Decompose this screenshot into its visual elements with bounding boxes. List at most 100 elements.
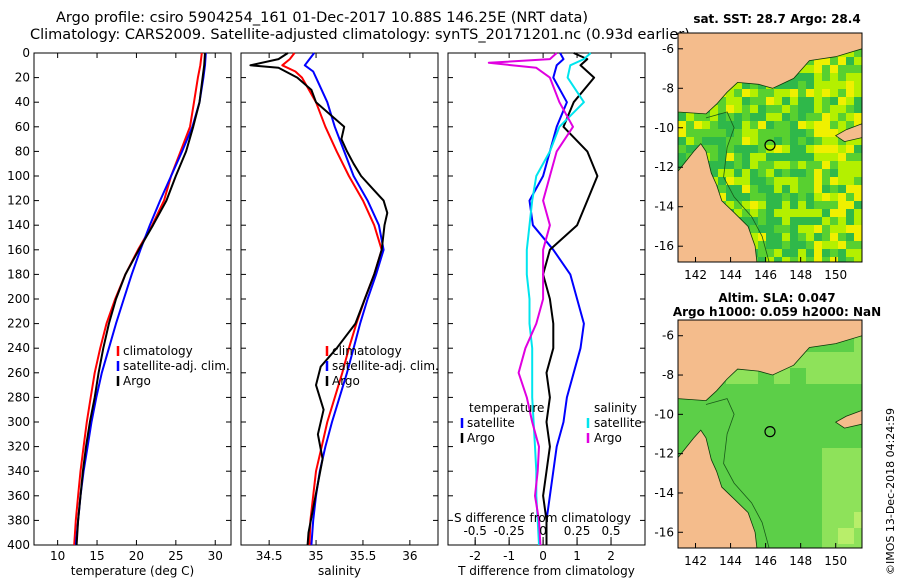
map-x-tick-label: 142 (684, 268, 707, 282)
field-cell (774, 528, 790, 544)
y-tick-label: 200 (7, 292, 30, 306)
field-cell (822, 161, 830, 169)
field-cell (838, 105, 846, 113)
field-cell (750, 225, 758, 233)
field-cell (726, 480, 742, 496)
field-cell (854, 432, 862, 448)
field-cell (822, 89, 830, 97)
field-cell (758, 185, 766, 193)
field-cell (846, 89, 854, 97)
y-tick-label: 280 (7, 390, 30, 404)
field-cell (846, 225, 854, 233)
field-cell (830, 113, 838, 121)
field-cell (726, 113, 734, 121)
y-tick-label: 20 (15, 71, 30, 85)
field-cell (806, 241, 814, 249)
y-tick-label: 240 (7, 341, 30, 355)
y-tick-label: 300 (7, 415, 30, 429)
map-title: Altim. SLA: 0.047 (718, 291, 835, 305)
field-cell (766, 249, 774, 257)
field-cell (846, 185, 854, 193)
field-cell (814, 209, 822, 217)
y-tick-label: 400 (7, 538, 30, 552)
field-cell (822, 480, 838, 496)
map-x-tick-label: 146 (754, 268, 777, 282)
field-cell (742, 81, 750, 89)
field-cell (782, 185, 790, 193)
map-y-tick-label: -16 (654, 525, 674, 539)
field-cell (838, 73, 846, 81)
field-cell (854, 185, 862, 193)
field-cell (774, 233, 782, 241)
field-cell (790, 528, 806, 544)
field-cell (846, 97, 854, 105)
field-cell (798, 169, 806, 177)
field-cell (710, 129, 718, 137)
field-cell (678, 416, 694, 432)
field-cell (830, 89, 838, 97)
field-cell (806, 57, 814, 65)
field-cell (774, 193, 782, 201)
y-tick-label: 380 (7, 513, 30, 527)
field-cell (854, 81, 862, 89)
field-cell (806, 129, 814, 137)
field-cell (790, 169, 798, 177)
field-cell (814, 217, 822, 225)
field-cell (758, 400, 774, 416)
field-cell (814, 233, 822, 241)
field-cell (774, 249, 782, 257)
field-cell (830, 201, 838, 209)
legend-label: climatology (332, 344, 402, 358)
field-cell (806, 249, 814, 257)
y-tick-label: 60 (15, 120, 30, 134)
y-tick-label: 360 (7, 489, 30, 503)
field-cell (774, 257, 782, 262)
field-cell (758, 113, 766, 121)
field-cell (758, 129, 766, 137)
field-cell (822, 153, 830, 161)
field-cell (790, 464, 806, 480)
map-y-tick-label: -14 (654, 200, 674, 214)
field-cell (774, 177, 782, 185)
field-cell (774, 496, 790, 512)
field-cell (774, 432, 790, 448)
field-cell (854, 209, 862, 217)
field-cell (830, 217, 838, 225)
field-cell (854, 448, 862, 464)
field-cell (782, 121, 790, 129)
field-cell (782, 89, 790, 97)
field-cell (806, 368, 822, 384)
field-cell (678, 161, 686, 169)
field-cell (686, 145, 694, 153)
field-cell (758, 209, 766, 217)
field-cell (742, 137, 750, 145)
field-cell (758, 249, 766, 257)
field-cell (854, 49, 862, 57)
field-cell (830, 57, 838, 65)
field-cell (846, 145, 854, 153)
field-cell (734, 97, 742, 105)
map-y-tick-label: -8 (662, 368, 674, 382)
field-cell (790, 496, 806, 512)
field-cell (758, 121, 766, 129)
y-tick-label: 0 (22, 46, 30, 60)
field-cell (846, 193, 854, 201)
field-cell (678, 113, 686, 121)
field-cell (758, 177, 766, 185)
field-cell (726, 137, 734, 145)
field-cell (734, 105, 742, 113)
field-cell (766, 153, 774, 161)
field-cell (822, 257, 830, 262)
field-cell (798, 137, 806, 145)
field-cell (758, 416, 774, 432)
plot-frame (33, 52, 232, 546)
field-cell (774, 544, 790, 548)
field-cell (806, 432, 822, 448)
field-cell (774, 416, 790, 432)
field-cell (782, 153, 790, 161)
field-cell (718, 161, 726, 169)
field-cell (742, 161, 750, 169)
field-cell (694, 137, 702, 145)
field-cell (790, 257, 798, 262)
field-cell (854, 352, 862, 368)
